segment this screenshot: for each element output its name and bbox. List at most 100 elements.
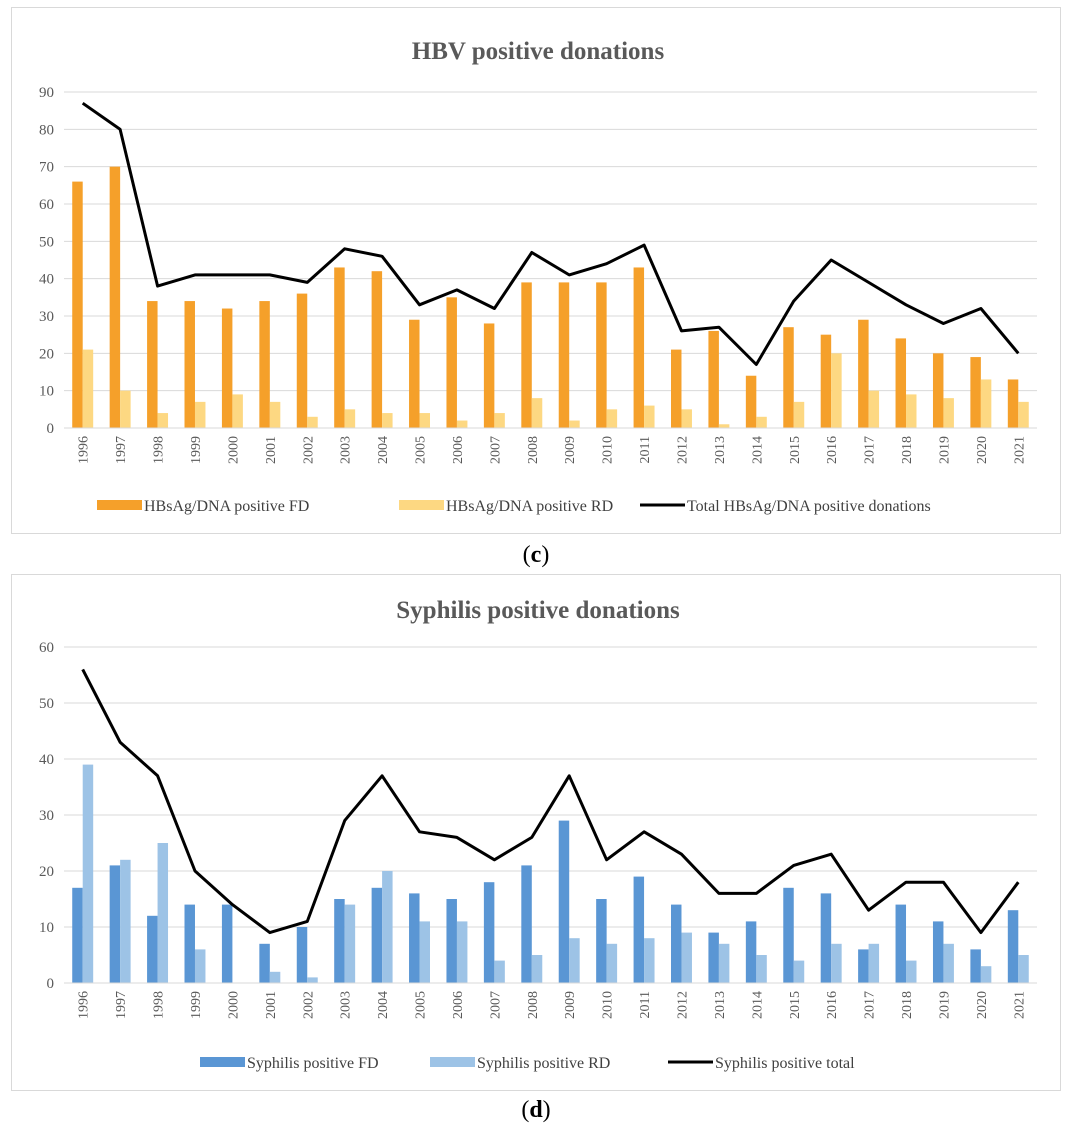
bar-rd <box>569 938 580 983</box>
x-tick-label: 2014 <box>750 991 765 1019</box>
bar-fd <box>371 887 383 983</box>
bar-fd <box>745 921 757 983</box>
bar-rd <box>906 394 917 428</box>
bar-rd <box>943 398 954 428</box>
syphilis-chart-svg: Syphilis positive donations 0 10 20 30 40 50 60… <box>39 597 1037 1072</box>
panel-c-caption: (c) <box>522 542 550 568</box>
x-tick-label: 2016 <box>825 991 840 1019</box>
bar-fd <box>296 927 308 983</box>
bar-rd <box>382 413 393 428</box>
bar-rd <box>232 394 243 428</box>
bar-rd <box>718 424 730 428</box>
legend-rd-label: Syphilis positive RD <box>477 1055 610 1072</box>
chart-title: Syphilis positive donations <box>396 597 680 624</box>
legend-rd-label: HBsAg/DNA positive RD <box>446 498 613 515</box>
x-tick-label: 2007 <box>488 436 503 464</box>
legend-fd-swatch <box>200 1057 245 1067</box>
y-tick-label: 30 <box>39 309 54 325</box>
x-tick-label: 2010 <box>601 436 616 464</box>
x-tick-label: 2004 <box>376 436 391 464</box>
x-tick-label: 2021 <box>1012 436 1027 464</box>
bar-fd <box>446 899 457 983</box>
bar-rd <box>494 960 505 983</box>
bar-fd <box>483 882 495 983</box>
bar-fd <box>109 166 121 428</box>
bar-fd <box>409 893 420 983</box>
bar-fd <box>596 899 607 983</box>
y-tick-label: 60 <box>39 197 54 213</box>
legend-total-label: Syphilis positive total <box>715 1055 855 1072</box>
bar-rd <box>494 413 505 428</box>
x-tick-label: 2010 <box>601 991 616 1019</box>
y-tick-label: 40 <box>39 752 54 768</box>
bar-fd <box>147 301 158 428</box>
bar-rd <box>644 938 655 983</box>
bar-rd <box>1018 401 1029 428</box>
bar-rd <box>681 932 692 983</box>
bar-rd <box>456 921 468 983</box>
bar-rd <box>419 413 430 428</box>
bar-fd <box>147 915 158 983</box>
bar-fd <box>1007 379 1019 428</box>
y-tick-label: 10 <box>39 384 54 400</box>
y-tick-label: 80 <box>39 122 54 138</box>
bar-rd <box>681 409 692 428</box>
bar-rd <box>120 859 131 983</box>
x-tick-label: 2001 <box>264 436 279 464</box>
bar-fd <box>932 353 944 428</box>
x-tick-label: 2015 <box>788 991 803 1019</box>
x-tick-label: 2014 <box>750 436 765 464</box>
bar-rd <box>644 405 655 428</box>
bar-rd <box>756 416 767 428</box>
bar-fd <box>334 267 345 428</box>
bar-fd <box>596 282 607 428</box>
bar-rd <box>82 349 94 428</box>
bar-rd <box>120 390 131 428</box>
bar-fd <box>708 932 719 983</box>
bar-rd <box>531 955 543 983</box>
x-tick-label: 2019 <box>937 436 952 464</box>
bar-rd <box>194 401 206 428</box>
x-tick-label: 2018 <box>900 436 915 464</box>
y-tick-label: 0 <box>47 976 55 992</box>
bar-rd <box>831 943 842 983</box>
bar-rd <box>269 401 281 428</box>
bar-fd <box>72 887 83 983</box>
bar-rd <box>269 971 281 983</box>
bar-fd <box>633 267 645 428</box>
x-tick-label: 2012 <box>675 436 690 464</box>
legend-fd-label: HBsAg/DNA positive FD <box>144 498 309 515</box>
bar-fd <box>409 319 420 428</box>
x-tick-label: 2017 <box>863 436 878 464</box>
y-tick-label: 40 <box>39 272 54 288</box>
bar-fd <box>259 301 270 428</box>
bar-fd <box>671 349 682 428</box>
bar-rd <box>943 943 954 983</box>
bar-rd <box>606 943 618 983</box>
x-tick-label: 2002 <box>301 436 316 464</box>
x-tick-label: 2011 <box>638 436 653 463</box>
x-tick-label: 2013 <box>713 991 728 1019</box>
y-tick-label: 20 <box>39 346 54 362</box>
bar-fd <box>558 820 570 983</box>
y-tick-label: 30 <box>39 808 54 824</box>
bar-fd <box>970 357 981 428</box>
bar-rd <box>980 966 992 983</box>
legend-fd-swatch <box>97 500 142 510</box>
bar-rd <box>569 420 580 428</box>
bar-rd <box>307 977 318 983</box>
x-tick-label: 2008 <box>526 991 541 1019</box>
bar-rd <box>82 764 94 983</box>
bar-fd <box>521 282 532 428</box>
x-tick-label: 1996 <box>77 436 92 464</box>
hbv-chart-svg: HBV positive donations 0 10 20 30 40 50 60 70 80 9… <box>39 38 1037 515</box>
x-tick-label: 2006 <box>451 991 466 1019</box>
x-tick-label: 1997 <box>114 991 129 1019</box>
legend-rd-swatch <box>399 500 444 510</box>
x-tick-label: 2017 <box>863 991 878 1019</box>
x-tick-label: 2020 <box>975 436 990 464</box>
x-tick-label: 2013 <box>713 436 728 464</box>
x-tick-label: 2003 <box>339 436 354 464</box>
x-tick-label: 2002 <box>301 991 316 1019</box>
x-tick-label: 2004 <box>376 991 391 1019</box>
